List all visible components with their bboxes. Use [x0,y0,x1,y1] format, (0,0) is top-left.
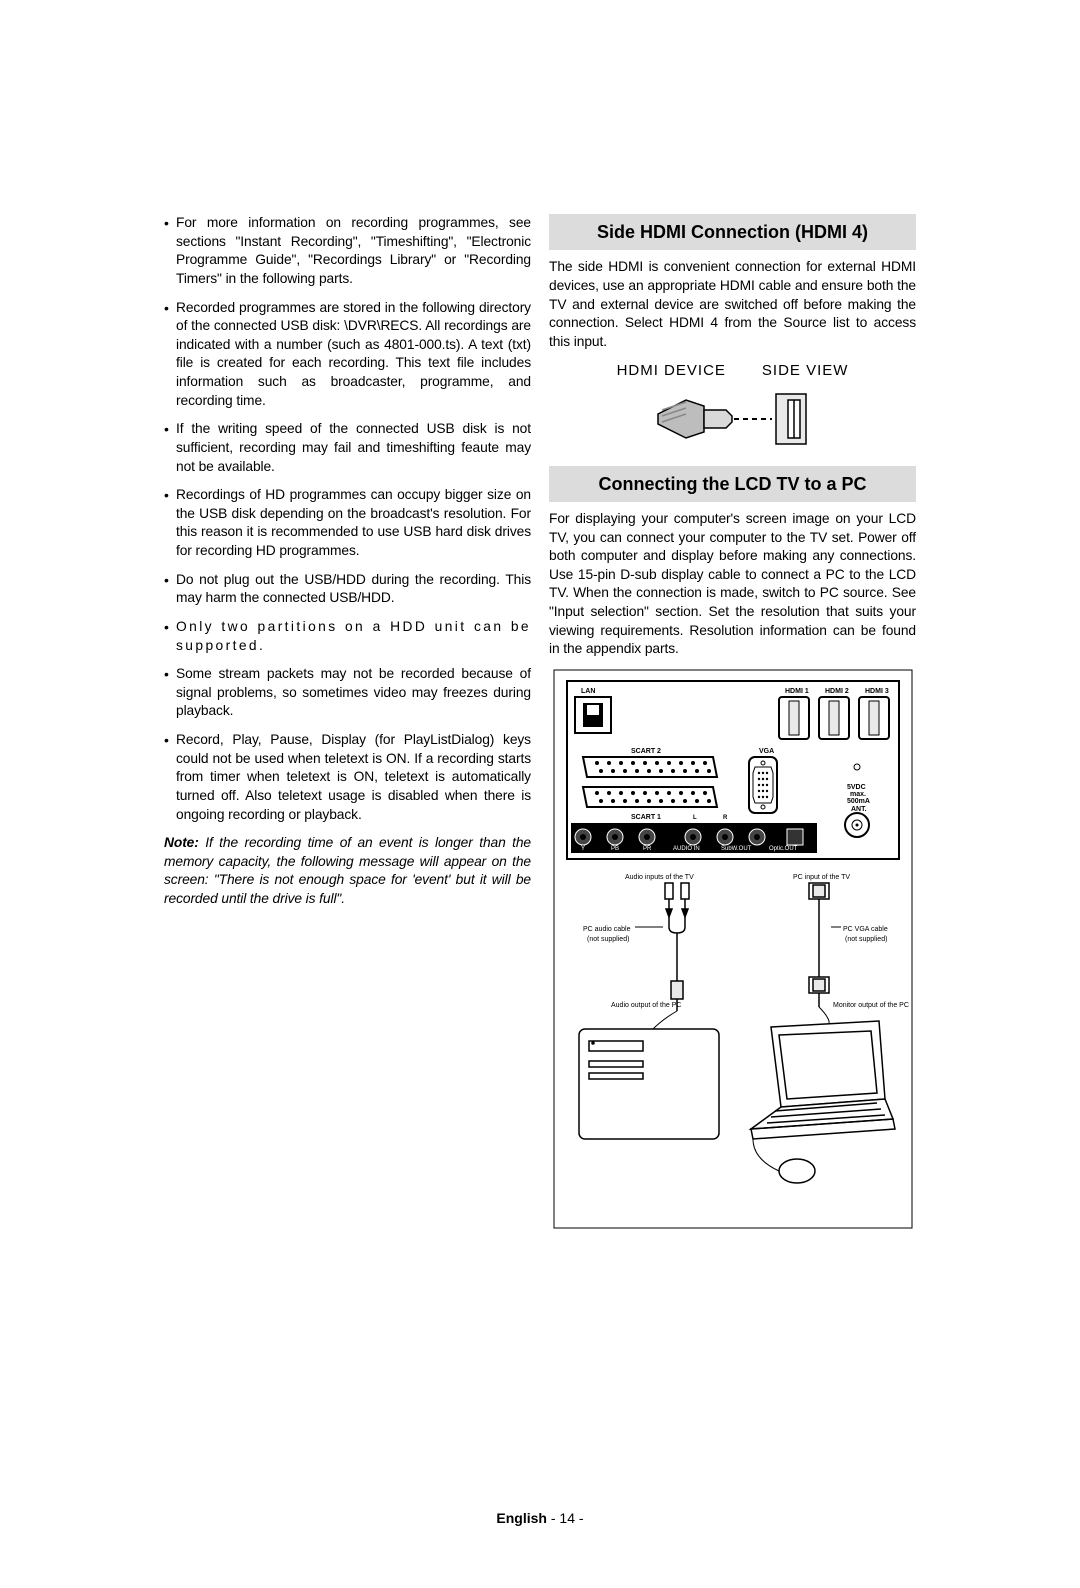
list-item: Some stream packets may not be recorded … [164,665,531,721]
svg-text:Optic.OUT: Optic.OUT [769,846,798,852]
list-item: Recorded programmes are stored in the fo… [164,299,531,411]
list-item: Recordings of HD programmes can occupy b… [164,486,531,561]
svg-text:PR: PR [643,846,652,852]
svg-text:SCART 1: SCART 1 [631,814,661,821]
svg-text:R: R [723,815,728,821]
list-item: Only two partitions on a HDD unit can be… [164,618,531,655]
hdmi-device-label: HDMI DEVICE [617,361,726,381]
right-column: Side HDMI Connection (HDMI 4) The side H… [549,214,916,1229]
hdmi-labels-row: HDMI DEVICE SIDE VIEW [549,361,916,381]
svg-text:HDMI 2: HDMI 2 [825,688,849,695]
svg-text:ANT.: ANT. [851,806,867,813]
list-item: Record, Play, Pause, Display (for PlayLi… [164,731,531,824]
svg-text:Audio output of the PC: Audio output of the PC [611,1002,681,1009]
manual-page: For more information on recording progra… [0,0,1080,1588]
svg-text:AUDIO IN: AUDIO IN [673,846,700,852]
side-view-label: SIDE VIEW [762,361,849,381]
svg-text:VGA: VGA [759,748,774,755]
svg-text:PC VGA cable: PC VGA cable [843,926,888,933]
svg-text:Y: Y [581,846,585,852]
svg-text:PC audio cable: PC audio cable [583,926,631,933]
footer-language: English [496,1510,547,1526]
svg-text:PC input of the TV: PC input of the TV [793,874,850,881]
list-item: If the writing speed of the connected US… [164,420,531,476]
left-column: For more information on recording progra… [164,214,531,1229]
note-body: If the recording time of an event is lon… [164,835,531,906]
two-column-layout: For more information on recording progra… [164,214,916,1229]
list-item: For more information on recording progra… [164,214,531,289]
svg-text:max.: max. [850,791,866,798]
svg-text:500mA: 500mA [847,798,870,805]
svg-text:(not supplied): (not supplied) [587,936,629,943]
pc-section-heading: Connecting the LCD TV to a PC [549,466,916,502]
pc-section-body: For displaying your computer's screen im… [549,510,916,659]
svg-text:5VDC: 5VDC [847,784,866,791]
page-footer: English - 14 - [164,1509,916,1528]
svg-text:PB: PB [611,846,619,852]
note-label: Note: [164,835,199,850]
recording-notes-list: For more information on recording progra… [164,214,531,824]
svg-text:SubW.OUT: SubW.OUT [721,846,752,852]
pc-connection-diagram: LAN HDMI 1 HDMI 2 [549,669,916,1229]
svg-text:HDMI 1: HDMI 1 [785,688,809,695]
note-paragraph: Note: If the recording time of an event … [164,834,531,909]
svg-text:Audio inputs of the TV: Audio inputs of the TV [625,874,694,881]
svg-text:HDMI 3: HDMI 3 [865,688,889,695]
svg-text:L: L [693,815,697,821]
list-item: Do not plug out the USB/HDD during the r… [164,571,531,608]
hdmi-section-heading: Side HDMI Connection (HDMI 4) [549,214,916,250]
hdmi-section-body: The side HDMI is convenient connection f… [549,258,916,351]
svg-text:(not supplied): (not supplied) [845,936,887,943]
footer-page-number: - 14 - [547,1510,584,1526]
hdmi-connection-diagram [549,386,916,452]
svg-text:SCART 2: SCART 2 [631,748,661,755]
lan-label: LAN [581,688,595,695]
svg-text:Monitor output of the PC: Monitor output of the PC [833,1002,909,1009]
